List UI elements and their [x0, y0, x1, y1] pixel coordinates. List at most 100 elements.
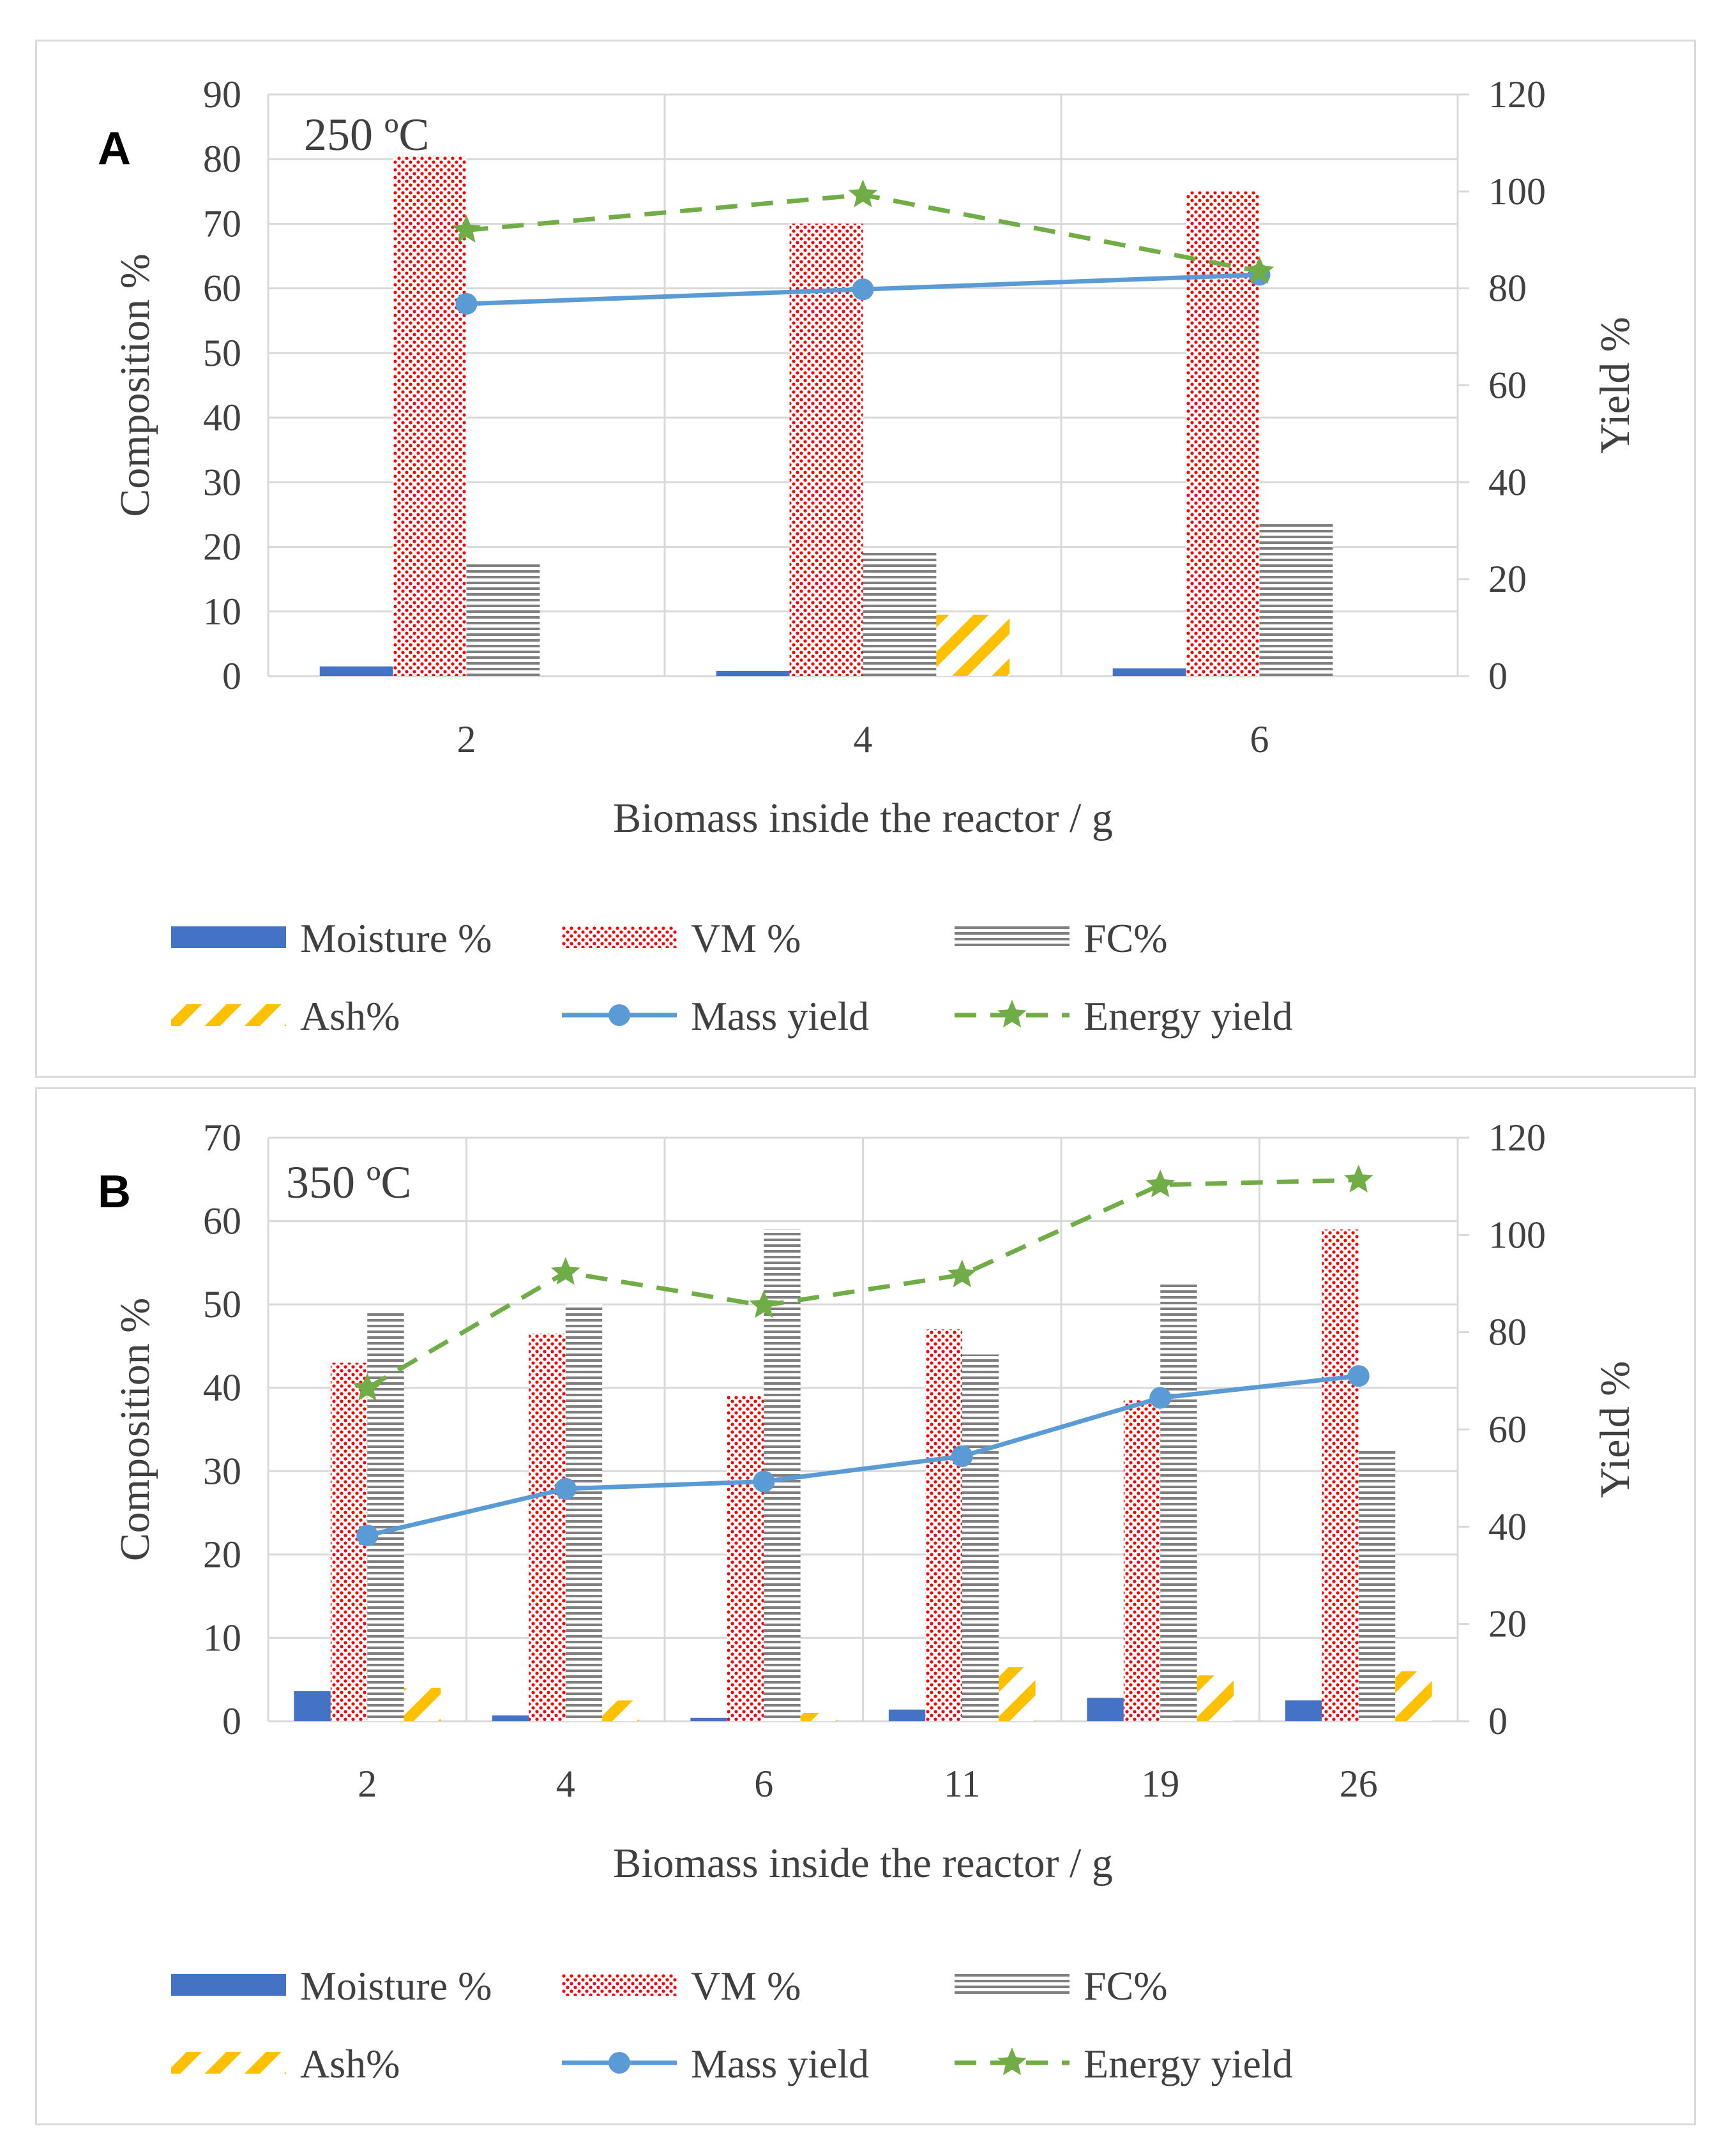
marker-mass-2	[356, 1525, 379, 1547]
marker-energy-4	[848, 179, 878, 207]
bar-vm-4	[529, 1333, 566, 1721]
marker-mass-6	[753, 1470, 775, 1493]
bar-ash-2	[404, 1687, 441, 1721]
marker-energy-4	[550, 1257, 580, 1285]
bar-fc-6	[1259, 521, 1333, 676]
y-tick-label: 60	[203, 1200, 241, 1242]
temperature-label: 250 ºC	[304, 109, 429, 160]
legend-label-ash: Ash%	[300, 993, 400, 1039]
legend-label-energy: Energy yield	[1084, 2041, 1293, 2086]
y2-tick-label: 80	[1488, 1311, 1527, 1353]
y-tick-label: 10	[203, 591, 241, 633]
y-tick-label: 20	[203, 1534, 241, 1576]
marker-energy-26	[1343, 1165, 1373, 1193]
legend-swatch-ash	[171, 1004, 286, 1026]
y2-tick-label: 60	[1488, 365, 1527, 407]
y-tick-label: 40	[203, 396, 241, 439]
bar-moisture-4	[492, 1715, 529, 1721]
y-tick-label: 30	[203, 1450, 241, 1492]
bar-vm-6	[1186, 191, 1260, 676]
y-tick-label: 70	[203, 1117, 241, 1159]
x-tick-label: 26	[1340, 1763, 1378, 1805]
y2-tick-label: 100	[1488, 170, 1546, 213]
legend-label-mass: Mass yield	[691, 2041, 869, 2086]
bar-fc-26	[1358, 1450, 1396, 1721]
legend-swatch-moisture	[171, 926, 286, 948]
bar-moisture-4	[716, 670, 790, 676]
y2-tick-label: 20	[1488, 558, 1527, 600]
x-tick-label: 11	[944, 1763, 981, 1805]
bar-fc-4	[863, 550, 937, 676]
bar-fc-19	[1160, 1283, 1197, 1721]
x-tick-label: 19	[1141, 1763, 1179, 1805]
bar-ash-6	[800, 1712, 838, 1721]
marker-mass-2	[455, 292, 478, 315]
bar-ash-19	[1197, 1675, 1234, 1721]
marker-energy-19	[1145, 1169, 1175, 1198]
x-tick-label: 6	[1250, 718, 1269, 760]
x-tick-label: 2	[457, 718, 476, 760]
marker-mass-11	[951, 1445, 973, 1467]
y2-axis-title: Yield %	[1592, 317, 1638, 453]
y-tick-label: 30	[203, 461, 241, 503]
y2-tick-label: 100	[1488, 1214, 1546, 1256]
y-axis-title: Composition %	[112, 253, 158, 517]
legend-swatch-vm	[562, 926, 677, 948]
x-axis-title: Biomass inside the reactor / g	[613, 1840, 1113, 1887]
y-tick-label: 50	[203, 1283, 241, 1325]
bar-ash-26	[1395, 1671, 1432, 1721]
bar-vm-6	[727, 1396, 764, 1721]
legend-swatch-mass-marker	[608, 1004, 630, 1026]
chart-b-svg: 0 10 20 30 40 50 60 70 0 20 40 60 80 100 120 2 4 6 11 19 26 B…	[98, 1117, 1638, 2086]
panel-letter: A	[98, 123, 131, 174]
x-tick-label: 6	[754, 1763, 773, 1805]
y-tick-label: 0	[222, 1700, 241, 1742]
gridlines	[267, 1136, 1469, 1723]
bar-fc-11	[962, 1354, 999, 1721]
bar-ash-4	[602, 1700, 639, 1721]
legend-swatch-vm	[562, 1974, 677, 1996]
y2-axis-title: Yield %	[1592, 1361, 1638, 1498]
y2-tick-label: 20	[1488, 1603, 1527, 1645]
chart-panel-b: 0 10 20 30 40 50 60 70 0 20 40 60 80 100 120 2 4 6 11 19 26 B…	[35, 1087, 1696, 2125]
legend-swatch-ash	[171, 2052, 286, 2074]
y2-tick-label: 0	[1488, 655, 1508, 697]
y-tick-label: 80	[203, 138, 241, 180]
bar-moisture-2	[294, 1691, 331, 1721]
y-tick-label: 20	[203, 526, 241, 568]
marker-mass-26	[1347, 1365, 1370, 1387]
marker-energy-2	[451, 215, 481, 243]
legend-label-moisture: Moisture %	[300, 1963, 492, 2009]
y-tick-label: 70	[203, 202, 241, 245]
bar-moisture-6	[1112, 668, 1186, 676]
x-tick-label: 4	[556, 1763, 575, 1805]
legend-label-energy: Energy yield	[1084, 993, 1293, 1039]
chart-panel-a: 0 10 20 30 40 50 60 70 80 90 0 20 40 60 80 100 120 2 4 6 Bio…	[35, 40, 1696, 1078]
y-tick-label: 0	[222, 655, 241, 697]
y2-tick-label: 120	[1488, 73, 1546, 116]
marker-mass-19	[1149, 1387, 1172, 1409]
bar-moisture-19	[1087, 1698, 1124, 1721]
legend-label-vm: VM %	[691, 916, 801, 961]
bar-vm-2	[393, 156, 467, 676]
legend-swatch-energy-marker	[997, 1000, 1027, 1028]
y-tick-label: 10	[203, 1617, 241, 1659]
y-tick-label: 90	[203, 73, 241, 116]
panel-letter: B	[98, 1166, 131, 1217]
legend-swatch-energy-marker	[997, 2047, 1027, 2076]
x-tick-label: 4	[854, 718, 873, 760]
x-axis-title: Biomass inside the reactor / g	[613, 795, 1113, 841]
y2-tick-label: 60	[1488, 1408, 1527, 1451]
bar-moisture-26	[1285, 1700, 1322, 1721]
bar-fc-2	[466, 562, 540, 676]
line-energy	[366, 1177, 1359, 1391]
legend-label-fc: FC%	[1084, 916, 1168, 961]
legend-label-moisture: Moisture %	[300, 916, 492, 961]
chart-a-svg: 0 10 20 30 40 50 60 70 80 90 0 20 40 60 80 100 120 2 4 6 Bio…	[98, 73, 1638, 1039]
marker-energy-2	[352, 1373, 382, 1401]
marker-mass-4	[554, 1477, 577, 1500]
bar-ash-4	[936, 614, 1010, 676]
y2-tick-label: 40	[1488, 1505, 1527, 1548]
y-axis-title: Composition %	[112, 1298, 158, 1562]
marker-energy-6	[749, 1290, 779, 1318]
